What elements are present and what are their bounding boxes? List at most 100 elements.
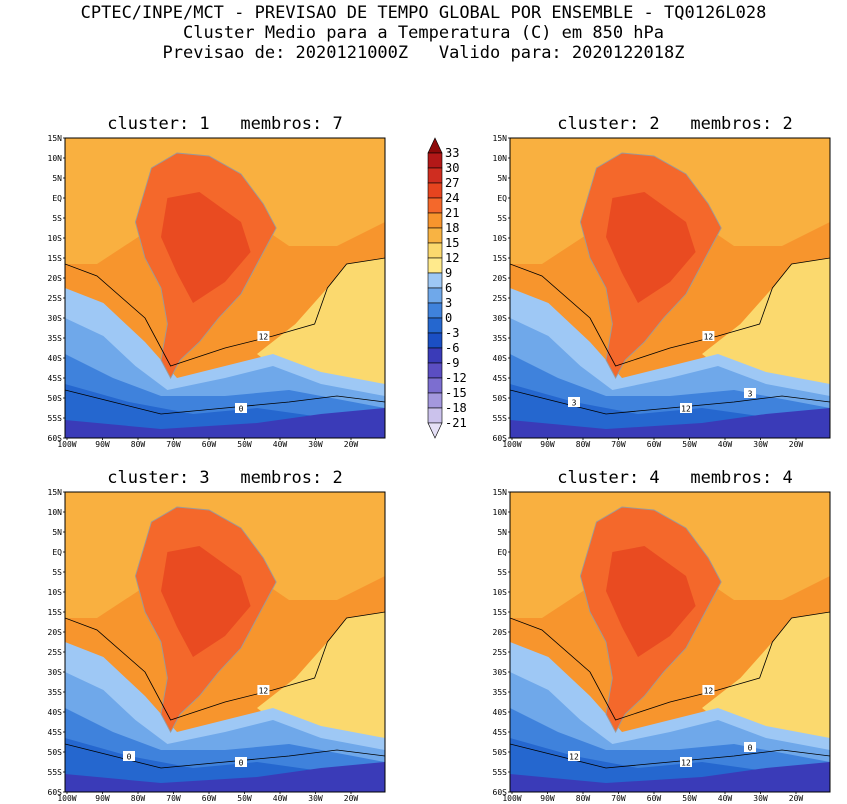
lon-tick-label: 20W — [344, 794, 359, 803]
lat-tick-label: 50S — [493, 748, 508, 757]
lon-tick-label: 80W — [131, 794, 146, 803]
lat-tick-label: 45S — [493, 728, 508, 737]
warm-core-area — [606, 546, 696, 657]
lat-tick-label: 10N — [48, 508, 63, 517]
contour-label: 12 — [259, 333, 269, 342]
lon-tick-label: 90W — [95, 440, 110, 449]
lat-tick-label: 60S — [493, 434, 508, 443]
temperature-band-9 — [702, 612, 830, 738]
lat-tick-label: 45S — [493, 374, 508, 383]
lat-tick-label: 35S — [493, 688, 508, 697]
contour-label: 12 — [259, 687, 269, 696]
contour-0 — [510, 389, 830, 415]
contour-label: 0 — [239, 405, 244, 414]
lat-tick-label: EQ — [497, 548, 507, 557]
lat-tick-label: 55S — [48, 768, 63, 777]
colorbar-level-label: -21 — [445, 416, 467, 430]
contour-0 — [65, 389, 385, 415]
lon-tick-label: 50W — [682, 794, 697, 803]
contour-0 — [510, 743, 830, 769]
lon-tick-label: 80W — [576, 794, 591, 803]
lon-tick-label: 30W — [308, 794, 323, 803]
lat-tick-label: 40S — [48, 354, 63, 363]
lon-tick-label: 50W — [237, 440, 252, 449]
colorbar-level-label: -3 — [445, 326, 459, 340]
colorbar-level-label: 33 — [445, 146, 459, 160]
lat-tick-label: 30S — [48, 314, 63, 323]
colorbar-level-label: 3 — [445, 296, 452, 310]
lat-tick-label: 20S — [493, 274, 508, 283]
lon-tick-label: 60W — [202, 794, 217, 803]
lat-tick-label: 45S — [48, 374, 63, 383]
lat-tick-label: 10N — [493, 154, 508, 163]
contour-label-bg — [257, 331, 270, 341]
lon-tick-label: 60W — [202, 440, 217, 449]
colorbar-box — [427, 137, 443, 154]
temperature-band-m6 — [510, 408, 830, 438]
lat-tick-label: 15N — [493, 488, 508, 497]
lat-tick-label: 30S — [48, 668, 63, 677]
contour-label: 12 — [704, 333, 714, 342]
lon-tick-label: 70W — [611, 794, 626, 803]
colorbar-box — [427, 257, 443, 274]
colorbar-level-label: 27 — [445, 176, 459, 190]
colorbar-level-label: -15 — [445, 386, 467, 400]
contour-label-bg — [235, 757, 247, 767]
lat-tick-label: 5N — [52, 174, 62, 183]
lat-tick-label: 40S — [493, 354, 508, 363]
lat-tick-label: 55S — [493, 768, 508, 777]
panel-1-title: cluster: 1 membros: 7 — [107, 114, 343, 134]
colorbar-box — [427, 152, 443, 169]
colorbar-level-label: -6 — [445, 341, 459, 355]
lat-tick-label: 15S — [48, 254, 63, 263]
colorbar-box — [427, 422, 443, 439]
contour-label: 12 — [569, 753, 579, 762]
colorbar-box — [427, 242, 443, 259]
lat-tick-label: 5S — [497, 214, 507, 223]
lon-tick-label: 40W — [718, 794, 733, 803]
lon-tick-label: 30W — [308, 440, 323, 449]
lat-tick-label: EQ — [52, 194, 62, 203]
coastline — [579, 506, 722, 733]
lon-tick-label: 100W — [502, 794, 521, 803]
coastline — [134, 506, 277, 733]
map-panel-cluster-1: 12 0 15N 10N 5N EQ 5S 10S 15S 20S 25S 30S 35S 40S 45S 5… — [30, 134, 395, 450]
lat-tick-label: 10S — [493, 588, 508, 597]
colorbar-level-label: 15 — [445, 236, 459, 250]
lon-tick-label: 20W — [344, 440, 359, 449]
lat-tick-label: 25S — [493, 648, 508, 657]
lon-tick-label: 20W — [789, 794, 804, 803]
contour-label: 12 — [704, 687, 714, 696]
lon-tick-label: 70W — [166, 794, 181, 803]
lon-tick-label: 60W — [647, 794, 662, 803]
map-panel-cluster-3: 12 0 0 15N 10N 5N EQ 5S 10S 15S 20S 25S 30S 35S 40S 45S… — [30, 488, 395, 804]
lat-tick-label: 60S — [493, 788, 508, 797]
colorbar-level-label: 21 — [445, 206, 459, 220]
colorbar-box — [427, 182, 443, 199]
lat-tick-label: EQ — [52, 548, 62, 557]
temperature-band-m6 — [65, 762, 385, 792]
colorbar-box — [427, 197, 443, 214]
contour-label-bg — [744, 742, 756, 752]
lat-tick-label: 55S — [493, 414, 508, 423]
lat-tick-label: 15N — [48, 488, 63, 497]
colorbar-box — [427, 362, 443, 379]
contour-label: 12 — [681, 759, 691, 768]
lon-tick-label: 60W — [647, 440, 662, 449]
lat-tick-label: 55S — [48, 414, 63, 423]
lat-tick-label: 5S — [52, 568, 62, 577]
map-panel-cluster-2: 12 12 3 3 15N 10N 5N EQ 5S 10S 15S 20S 25S 30S 35S 40S 4… — [475, 134, 840, 450]
lon-tick-label: 80W — [131, 440, 146, 449]
contour-label: 3 — [748, 390, 753, 399]
colorbar-level-label: -9 — [445, 356, 459, 370]
lat-tick-label: 30S — [493, 668, 508, 677]
lat-tick-label: 50S — [48, 394, 63, 403]
lat-tick-label: 40S — [493, 708, 508, 717]
colorbar-box — [427, 287, 443, 304]
warm-core-area — [161, 546, 251, 657]
contour-12 — [65, 611, 385, 721]
map-frame — [64, 491, 386, 793]
lat-tick-label: 5N — [497, 528, 507, 537]
lon-tick-label: 100W — [57, 440, 76, 449]
lat-tick-label: 30S — [493, 314, 508, 323]
